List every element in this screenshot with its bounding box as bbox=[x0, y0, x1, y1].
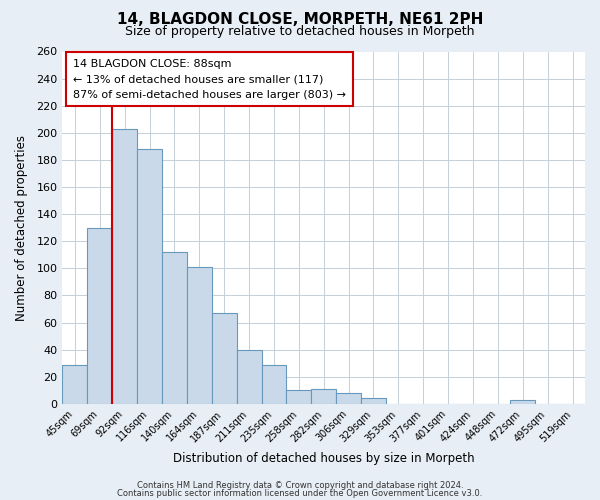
Bar bbox=[62, 364, 88, 404]
Bar bbox=[361, 398, 386, 404]
Text: Contains public sector information licensed under the Open Government Licence v3: Contains public sector information licen… bbox=[118, 489, 482, 498]
Bar bbox=[262, 364, 286, 404]
Text: 14 BLAGDON CLOSE: 88sqm
← 13% of detached houses are smaller (117)
87% of semi-d: 14 BLAGDON CLOSE: 88sqm ← 13% of detache… bbox=[73, 58, 346, 100]
Bar bbox=[187, 267, 212, 404]
Bar bbox=[336, 393, 361, 404]
Bar bbox=[88, 228, 112, 404]
Bar bbox=[286, 390, 311, 404]
Bar bbox=[311, 389, 336, 404]
Bar bbox=[162, 252, 187, 404]
Bar bbox=[212, 313, 236, 404]
Bar bbox=[236, 350, 262, 404]
Bar bbox=[511, 400, 535, 404]
Y-axis label: Number of detached properties: Number of detached properties bbox=[15, 134, 28, 320]
X-axis label: Distribution of detached houses by size in Morpeth: Distribution of detached houses by size … bbox=[173, 452, 475, 465]
Text: Size of property relative to detached houses in Morpeth: Size of property relative to detached ho… bbox=[125, 25, 475, 38]
Bar bbox=[137, 149, 162, 404]
Text: Contains HM Land Registry data © Crown copyright and database right 2024.: Contains HM Land Registry data © Crown c… bbox=[137, 481, 463, 490]
Bar bbox=[112, 129, 137, 404]
Text: 14, BLAGDON CLOSE, MORPETH, NE61 2PH: 14, BLAGDON CLOSE, MORPETH, NE61 2PH bbox=[117, 12, 483, 28]
